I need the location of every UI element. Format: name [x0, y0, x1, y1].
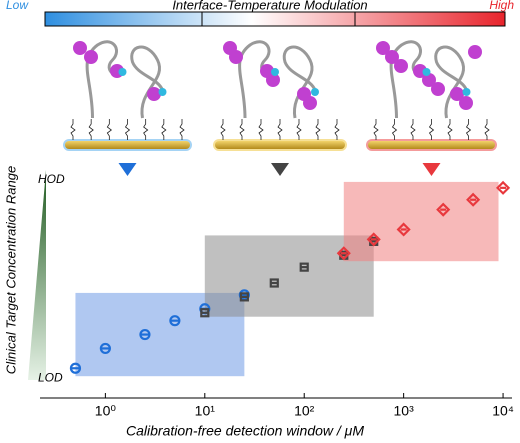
high-label: High — [489, 0, 514, 12]
target-molecule — [147, 87, 161, 101]
linker — [239, 119, 245, 140]
marker-shape — [466, 192, 481, 207]
target-molecule — [459, 96, 473, 110]
data-point — [69, 362, 82, 374]
data-point — [466, 192, 481, 207]
linker — [258, 119, 264, 140]
data-point — [169, 315, 181, 327]
indicator-triangle — [422, 163, 441, 176]
detection-window — [343, 181, 499, 262]
data-point — [200, 308, 210, 318]
x-tick-label: 10³ — [394, 403, 415, 419]
reporter — [422, 68, 431, 76]
data-point — [366, 232, 381, 247]
target-molecule — [229, 50, 243, 64]
electrode-cartoons — [63, 40, 497, 176]
marker-shape — [396, 222, 411, 237]
linker — [465, 119, 472, 140]
data-point — [396, 222, 411, 237]
reporter — [118, 68, 127, 76]
electrode — [368, 141, 495, 149]
target-molecule — [422, 73, 436, 87]
data-point — [436, 202, 451, 217]
electrode — [215, 141, 345, 149]
target-molecule — [266, 73, 280, 87]
target-molecule — [394, 59, 408, 73]
data-point — [336, 246, 351, 261]
linker — [315, 119, 321, 140]
reporter — [271, 68, 279, 76]
temperature-bar — [44, 11, 506, 27]
y-axis-label: Clinical Target Concentration Range — [3, 166, 18, 374]
target-molecule — [376, 41, 390, 55]
linker — [334, 119, 340, 140]
linker — [428, 119, 435, 140]
target-molecule — [84, 50, 98, 64]
linker — [88, 119, 94, 140]
linker — [277, 119, 283, 140]
linker — [296, 119, 302, 140]
x-tick-label: 10¹ — [195, 403, 216, 419]
linker — [70, 119, 76, 140]
target-molecule — [450, 87, 464, 101]
linker — [447, 119, 453, 140]
linker — [391, 119, 398, 140]
target-molecule — [73, 41, 87, 55]
indicator-triangle — [118, 163, 137, 176]
linker — [161, 119, 167, 140]
marker-shape — [336, 246, 351, 261]
heading: Interface-Temperature Modulation — [172, 0, 367, 12]
data-point — [496, 180, 511, 195]
data-point — [269, 278, 279, 288]
low-label: Low — [6, 0, 29, 12]
target-molecule — [468, 45, 482, 59]
data-point — [239, 292, 249, 302]
target-molecule — [303, 96, 317, 110]
y-tick-label: HOD — [38, 172, 65, 186]
data-point — [299, 262, 309, 272]
linker — [179, 119, 185, 140]
data-point — [139, 328, 151, 341]
linker — [410, 119, 416, 140]
concentration-triangle — [28, 170, 46, 380]
linker — [484, 119, 490, 140]
linker — [143, 119, 149, 140]
x-axis-label: Calibration-free detection window / μM — [126, 423, 364, 439]
y-tick-label: LOD — [38, 370, 63, 384]
reporter — [311, 88, 319, 96]
dna-strand — [130, 45, 164, 119]
indicator-triangle — [271, 163, 289, 176]
data-point — [99, 342, 111, 355]
electrode — [65, 141, 190, 149]
reporter — [158, 88, 167, 96]
target-molecule — [385, 50, 399, 64]
marker-shape — [496, 180, 511, 195]
reporter — [462, 88, 471, 96]
target-molecule — [431, 82, 445, 96]
x-tick-label: 10⁴ — [492, 403, 514, 419]
linker — [220, 119, 226, 140]
linker — [373, 119, 379, 140]
linker — [106, 119, 112, 140]
marker-shape — [366, 232, 381, 247]
x-tick-label: 10² — [294, 403, 315, 419]
x-tick-label: 10⁰ — [95, 403, 117, 419]
linker — [124, 119, 131, 140]
marker-shape — [436, 202, 451, 217]
